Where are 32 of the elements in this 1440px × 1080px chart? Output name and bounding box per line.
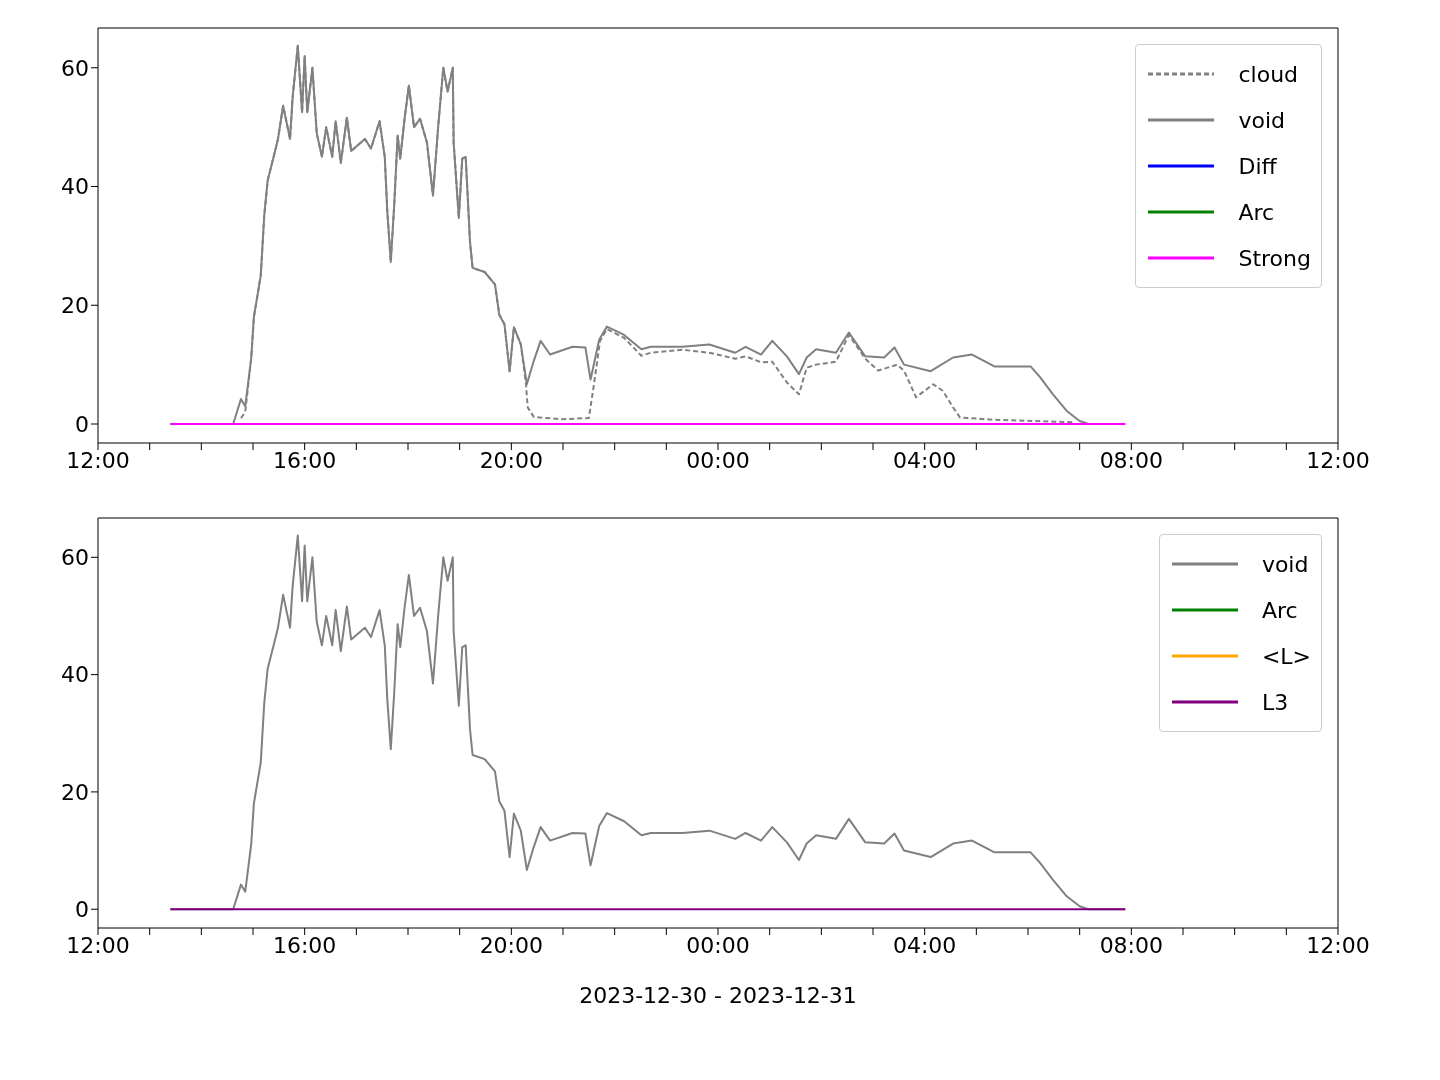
- x-tick-label: 04:00: [892, 447, 957, 473]
- legend-label: void: [1238, 107, 1286, 133]
- y-tick-label: 20: [61, 293, 89, 319]
- y-tick-label: 40: [61, 174, 89, 200]
- legend-label: Arc: [1261, 597, 1298, 623]
- x-tick-label: 16:00: [272, 447, 337, 473]
- y-tick-label: 0: [75, 897, 89, 923]
- x-tick-label: 12:00: [66, 447, 130, 473]
- x-tick-label: 00:00: [686, 932, 750, 958]
- legend-label: Strong: [1238, 245, 1311, 271]
- y-tick-label: 40: [61, 662, 89, 688]
- legend-label: Arc: [1238, 199, 1275, 225]
- x-axis-title: 2023-12-30 - 2023-12-31: [579, 983, 857, 1008]
- x-tick-label: 04:00: [892, 932, 957, 958]
- legend-label: void: [1261, 551, 1309, 577]
- x-tick-label: 12:00: [66, 932, 130, 958]
- legend-label: L3: [1261, 689, 1289, 715]
- legend-label: <L>: [1261, 643, 1311, 669]
- y-tick-label: 60: [61, 545, 89, 571]
- y-tick-label: 60: [61, 55, 89, 81]
- x-tick-label: 20:00: [479, 932, 544, 958]
- y-tick-label: 20: [61, 779, 89, 805]
- x-tick-label: 00:00: [686, 447, 750, 473]
- x-tick-label: 12:00: [1306, 447, 1370, 473]
- x-tick-label: 08:00: [1099, 932, 1164, 958]
- legend-label: Diff: [1238, 153, 1277, 179]
- y-tick-label: 0: [75, 411, 89, 437]
- legend-label: cloud: [1238, 61, 1299, 87]
- x-tick-label: 20:00: [479, 447, 544, 473]
- x-tick-label: 08:00: [1099, 447, 1164, 473]
- x-tick-label: 16:00: [272, 932, 337, 958]
- x-tick-label: 12:00: [1306, 932, 1370, 958]
